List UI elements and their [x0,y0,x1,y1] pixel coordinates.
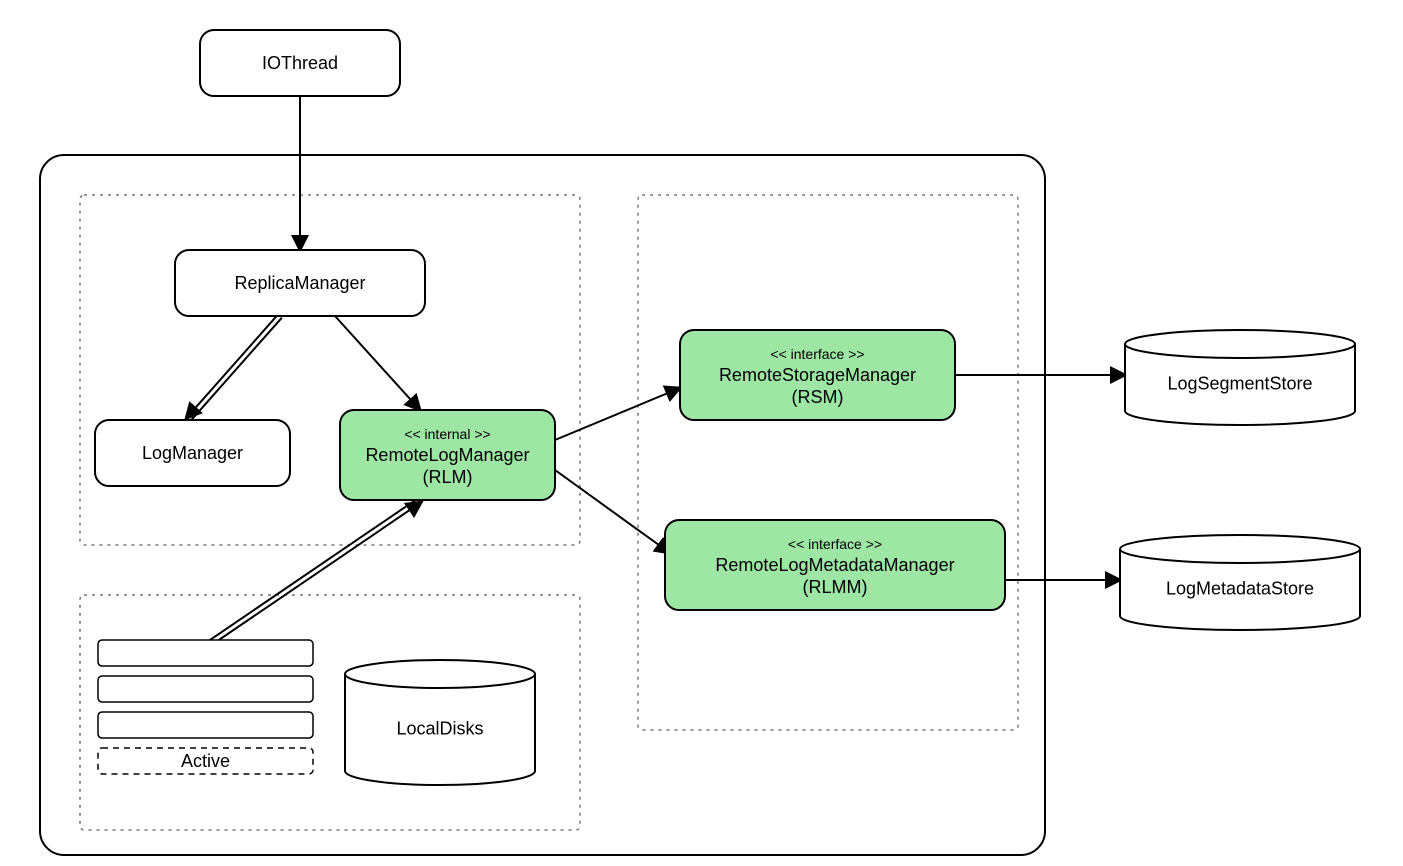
label-active: Active [181,751,230,771]
edge [190,318,282,422]
label-log_metadata_store: LogMetadataStore [1166,579,1314,599]
label-remote_storage_manager: << interface >> [770,346,864,362]
container-right-dotted [638,195,1018,730]
label-remote_log_manager: RemoteLogManager [365,445,529,465]
label-local_disks: LocalDisks [396,719,483,739]
label-remote_log_metadata_manager: RemoteLogMetadataManager [715,555,954,575]
node-local_disks: LocalDisks [345,660,535,785]
node-log_segment_store: LogSegmentStore [1125,330,1355,425]
node-log_metadata_store: LogMetadataStore [1120,535,1360,630]
edge [209,498,419,641]
label-remote_log_metadata_manager: (RLMM) [803,577,868,597]
label-log_manager: LogManager [142,443,243,463]
label-log_segment_store: LogSegmentStore [1167,374,1312,394]
label-remote_storage_manager: (RSM) [792,387,844,407]
segment-row [98,676,313,702]
edge [335,316,420,410]
edge [211,502,421,645]
edge [186,314,278,418]
edge [555,470,670,553]
label-remote_log_manager: << internal >> [404,426,490,442]
segment-row [98,640,313,666]
label-remote_log_metadata_manager: << interface >> [788,536,882,552]
label-replica_manager: ReplicaManager [234,273,365,293]
segment-row [98,712,313,738]
label-remote_log_manager: (RLM) [423,467,473,487]
edge [555,388,680,440]
label-iothread: IOThread [262,53,338,73]
label-remote_storage_manager: RemoteStorageManager [719,365,916,385]
